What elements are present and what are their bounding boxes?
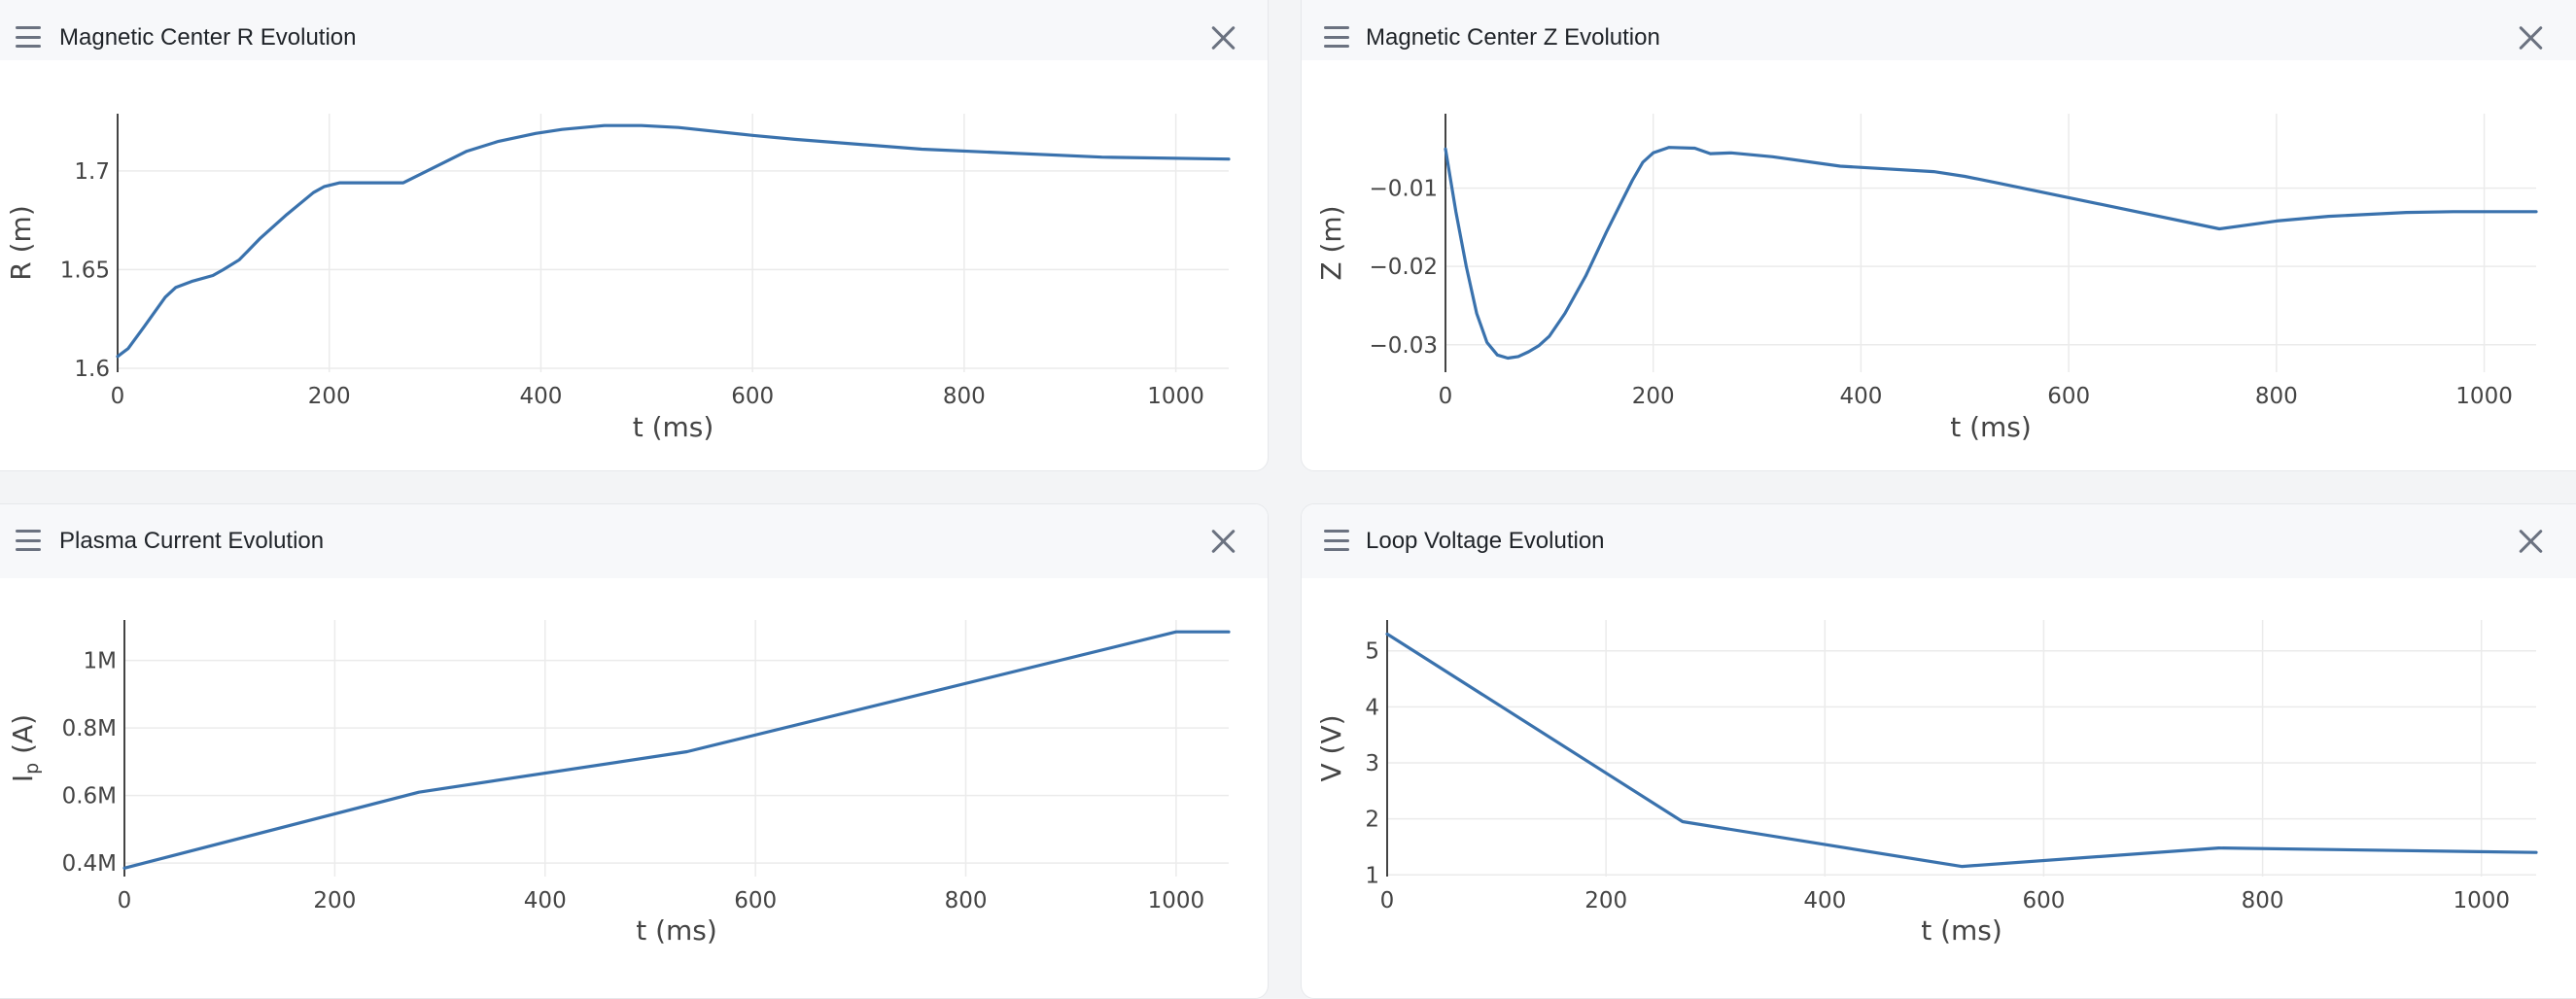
x-tick-label: 800 (943, 384, 986, 409)
chart-panel-voltage: Loop Voltage Evolution 0 200 400 600 800 1000… (1301, 503, 2576, 999)
x-tick-label: 800 (2242, 888, 2284, 913)
series-line (1385, 632, 2538, 869)
panel-title: Plasma Current Evolution (59, 528, 325, 554)
series-line (116, 123, 1231, 359)
x-tick-label: 800 (945, 888, 988, 913)
y-tick-label: 1 (1365, 863, 1379, 888)
x-tick-label: 400 (1839, 384, 1882, 409)
panel-title: Loop Voltage Evolution (1366, 528, 1605, 554)
chart-z-evolution: 0 200 400 600 800 1000 −0.03 −0.02 −0.01 t (ms) Z … (1315, 114, 2538, 443)
hamburger-icon[interactable] (16, 24, 41, 50)
x-tick-label: 200 (1632, 384, 1675, 409)
close-icon[interactable] (2515, 22, 2546, 53)
chart-panel-z: Magnetic Center Z Evolution 0 200 400 600 80… (1301, 0, 2576, 471)
x-tick-label: 200 (313, 888, 356, 913)
chart-r-evolution: 0 200 400 600 800 1000 1.6 1.65 1.7 t (ms) R (m) (5, 114, 1231, 443)
chart-panel-r: Magnetic Center R Evolution 0 200 400 600 80… (0, 0, 1269, 471)
y-tick-label: 4 (1365, 695, 1379, 720)
y-tick-label: −0.01 (1370, 177, 1438, 202)
y-axis-title: Z (m) (1315, 205, 1347, 280)
x-tick-label: 600 (2022, 888, 2065, 913)
x-tick-label: 1000 (1148, 888, 1205, 913)
hamburger-icon[interactable] (16, 528, 41, 553)
series-line (122, 630, 1231, 870)
y-tick-label: 5 (1365, 639, 1379, 665)
y-axis-title: Ip (A) (7, 714, 43, 782)
x-axis-title: t (ms) (636, 914, 717, 947)
close-icon[interactable] (1207, 526, 1238, 557)
hamburger-icon[interactable] (1324, 528, 1349, 553)
x-tick-label: 1000 (2455, 384, 2513, 409)
panel-header: Loop Voltage Evolution (1302, 504, 2576, 578)
y-tick-label: 2 (1365, 808, 1379, 833)
panel-header: Plasma Current Evolution (0, 504, 1268, 578)
panel-title: Magnetic Center R Evolution (59, 24, 357, 51)
x-tick-label: 600 (731, 384, 774, 409)
x-axis-title: t (ms) (1921, 914, 2002, 947)
x-tick-label: 0 (1380, 888, 1395, 913)
close-icon[interactable] (1207, 22, 1238, 53)
y-tick-label: −0.03 (1370, 333, 1438, 359)
y-axis-title: R (m) (5, 205, 37, 280)
x-tick-label: 400 (519, 384, 562, 409)
series-line (1444, 146, 2538, 361)
x-tick-label: 1000 (2453, 888, 2510, 913)
x-tick-label: 0 (111, 384, 125, 409)
x-tick-label: 400 (1803, 888, 1846, 913)
y-tick-label: 1.65 (60, 258, 110, 283)
panel-title: Magnetic Center Z Evolution (1366, 24, 1660, 51)
chart-panel-ip: Plasma Current Evolution 0 200 400 600 800 10… (0, 503, 1269, 999)
x-axis-title: t (ms) (1950, 411, 2032, 443)
x-tick-label: 600 (734, 888, 777, 913)
y-tick-label: 0.6M (62, 784, 117, 810)
y-tick-label: 1M (84, 649, 117, 674)
panel-header: Magnetic Center Z Evolution (1302, 0, 2576, 60)
x-tick-label: 0 (118, 888, 132, 913)
y-tick-label: −0.02 (1370, 255, 1438, 280)
y-axis-title: V (V) (1315, 714, 1347, 781)
x-axis-title: t (ms) (633, 411, 714, 443)
y-tick-label: 0.8M (62, 716, 117, 741)
y-tick-label: 3 (1365, 751, 1379, 776)
y-tick-label: 1.7 (74, 159, 110, 185)
chart-plasma-current: 0 200 400 600 800 1000 0.4M 0.6M 0.8M 1M t (ms) Ip … (7, 620, 1231, 947)
x-tick-label: 600 (2047, 384, 2090, 409)
x-tick-label: 1000 (1147, 384, 1204, 409)
x-tick-label: 200 (1584, 888, 1627, 913)
hamburger-icon[interactable] (1324, 24, 1349, 50)
chart-loop-voltage: 0 200 400 600 800 1000 1 2 3 4 5 t (ms) V (V) (1315, 620, 2538, 947)
x-tick-label: 800 (2255, 384, 2298, 409)
panel-header: Magnetic Center R Evolution (0, 0, 1268, 60)
close-icon[interactable] (2515, 526, 2546, 557)
y-tick-label: 1.6 (74, 357, 110, 382)
y-tick-label: 0.4M (62, 851, 117, 877)
x-tick-label: 0 (1439, 384, 1453, 409)
x-tick-label: 200 (308, 384, 351, 409)
x-tick-label: 400 (524, 888, 567, 913)
